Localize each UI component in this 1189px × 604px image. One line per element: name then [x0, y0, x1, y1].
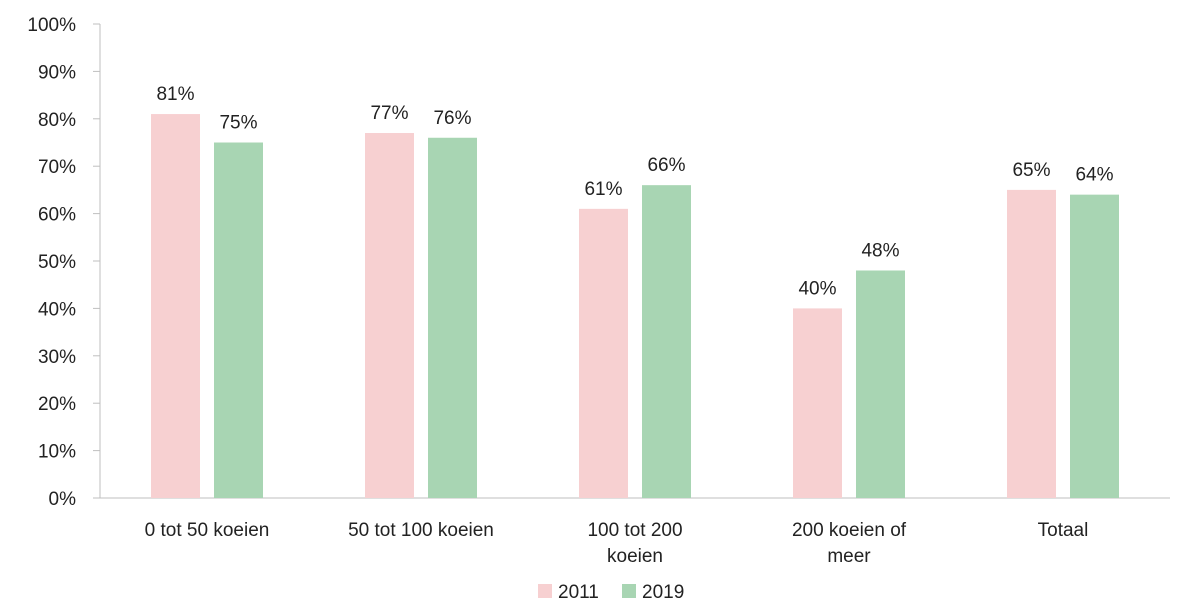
bar-2011	[365, 133, 414, 498]
y-tick-label: 30%	[38, 347, 76, 368]
data-label: 66%	[647, 155, 685, 176]
y-tick-label: 10%	[38, 442, 76, 463]
data-label: 48%	[861, 240, 899, 261]
x-tick-label-line: Totaal	[1038, 520, 1089, 541]
data-label: 65%	[1012, 160, 1050, 181]
y-tick-label: 0%	[49, 489, 77, 510]
x-tick-label-line: 100 tot 200	[587, 520, 682, 541]
data-label: 75%	[219, 113, 257, 134]
x-tick-label-line: meer	[827, 546, 871, 567]
y-tick-label: 70%	[38, 157, 76, 178]
x-tick-label-line: 50 tot 100 koeien	[348, 520, 494, 541]
data-label: 64%	[1075, 165, 1113, 186]
x-tick-label-line: koeien	[607, 546, 663, 567]
x-tick-label: 0 tot 50 koeien	[145, 520, 270, 541]
bar-2019	[642, 185, 691, 498]
x-tick-label-line: 200 koeien of	[792, 520, 907, 541]
y-tick-label: 80%	[38, 110, 76, 131]
bar-2011	[1007, 189, 1056, 498]
y-tick-label: 60%	[38, 205, 76, 226]
bar-2019	[214, 142, 263, 498]
y-tick-label: 40%	[38, 299, 76, 320]
x-tick-label-line: 0 tot 50 koeien	[145, 520, 270, 541]
bar-2011	[793, 308, 842, 498]
legend-label-2019: 2019	[642, 582, 684, 603]
x-tick-label: 50 tot 100 koeien	[348, 520, 494, 541]
y-tick-label: 100%	[27, 15, 76, 36]
y-tick-label: 20%	[38, 394, 76, 415]
legend-swatch-2019	[622, 584, 636, 598]
bar-2019	[856, 270, 905, 498]
labels: 81% 75% 0 tot 50 koeien 77% 76% 50 tot 100 ko…	[145, 84, 1114, 567]
legend: 2011 2019	[538, 582, 684, 603]
axes: 0% 10% 20% 30% 40% 50% 60% 70% 80% 90% 100%	[27, 15, 1170, 510]
y-tick-label: 50%	[38, 252, 76, 273]
data-label: 40%	[798, 278, 836, 299]
x-tick-label: Totaal	[1038, 520, 1089, 541]
data-label: 76%	[433, 108, 471, 129]
data-label: 81%	[156, 84, 194, 105]
legend-swatch-2011	[538, 584, 552, 598]
data-label: 77%	[370, 103, 408, 124]
data-label: 61%	[584, 179, 622, 200]
legend-label-2011: 2011	[558, 582, 599, 603]
bars	[151, 114, 1119, 499]
bar-2019	[428, 137, 477, 498]
x-tick-label: 200 koeien of meer	[792, 520, 907, 567]
bar-2019	[1070, 194, 1119, 498]
bar-2011	[151, 114, 200, 498]
y-tick-label: 90%	[38, 62, 76, 83]
x-tick-label: 100 tot 200 koeien	[587, 520, 682, 567]
bar-2011	[579, 208, 628, 499]
